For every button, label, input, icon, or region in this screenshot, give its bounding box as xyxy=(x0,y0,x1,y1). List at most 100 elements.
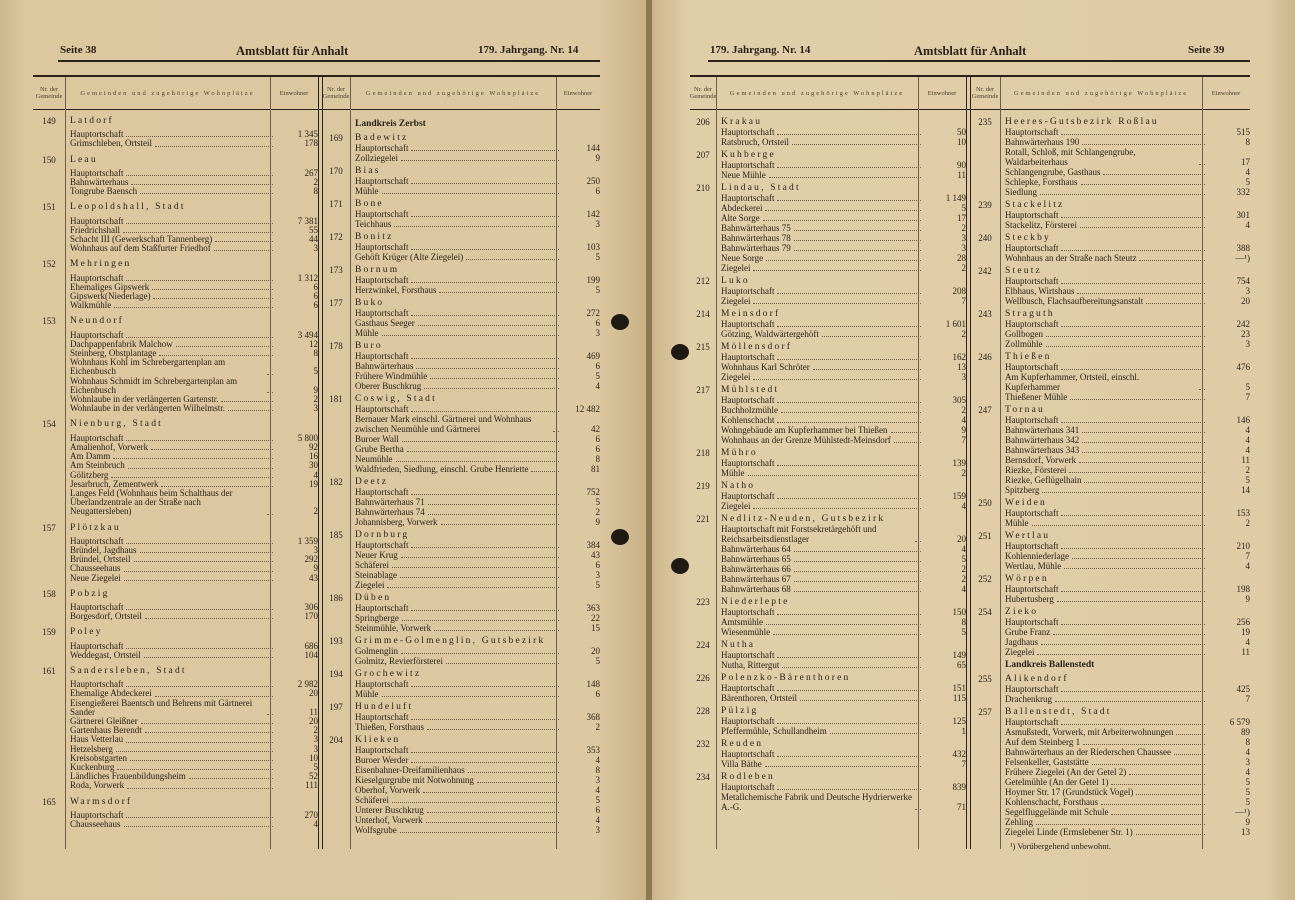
population-value: 7 xyxy=(1245,392,1251,402)
residence-row: Wolfsgrube 3 xyxy=(355,825,600,835)
population-value: 199 xyxy=(586,275,601,285)
residence-row: Gehöft Krüger (Alte Ziegelei) 5 xyxy=(355,252,600,262)
residence-name: Mühle xyxy=(355,186,379,196)
residence-row: Gölitzberg 4 xyxy=(70,470,318,480)
residence-name: Hubertusberg xyxy=(1005,594,1054,604)
population-value: 4 xyxy=(595,815,601,825)
residence-row: Gollbogen 23 xyxy=(1005,329,1250,339)
dot-leader xyxy=(768,177,921,178)
entry-body: Latdorf Hauptortschaft 1 345 Grimschleben, … xyxy=(70,116,319,149)
population-value: 151 xyxy=(952,683,967,693)
population-value: 178 xyxy=(304,138,319,149)
population-value: 20 xyxy=(309,715,318,726)
residence-row: Bahnwärterhaus 64 4 xyxy=(721,544,966,554)
residence-name: Hauptortschaft xyxy=(1005,415,1059,425)
residence-row: Drachenkrug 7 xyxy=(1005,694,1250,704)
residence-name: Hauptortschaft xyxy=(1005,243,1059,253)
residence-name: Bahnwärterhaus 67 xyxy=(721,574,791,584)
dot-leader xyxy=(777,134,921,135)
population-value: 12 482 xyxy=(575,404,600,414)
dot-leader xyxy=(812,369,921,370)
residence-name: Amalienhof, Vorwerk xyxy=(70,441,149,452)
municipality-number: 242 xyxy=(978,266,992,276)
entry-body: Zieko Hauptortschaft 256 Grube Franz 19 Jagdh… xyxy=(1005,607,1250,657)
municipality-number: 240 xyxy=(978,233,992,243)
residence-row: Bernauer Mark einschl. Gärtnerei und Woh… xyxy=(355,414,600,434)
residence-name: Hauptortschaft xyxy=(355,275,409,285)
municipality-number: 204 xyxy=(329,735,343,745)
dot-leader xyxy=(411,547,559,548)
dot-leader xyxy=(777,657,921,658)
residence-name: Stackelitz, Försterei xyxy=(1005,220,1077,230)
residence-name: Am Kupferhammer, Ortsteil, einschl. Kupf… xyxy=(1005,372,1140,392)
residence-row: Jesarbruch, Zementwerk 19 xyxy=(70,479,318,489)
residence-name: Bernsdorf, Vorwerk xyxy=(1005,455,1077,465)
population-value: 5 xyxy=(1245,777,1251,787)
residence-row: Bründel, Ortsteil 292 xyxy=(70,554,318,564)
residence-row: Wertlau, Mühle 4 xyxy=(1005,561,1250,571)
dot-leader xyxy=(400,557,559,558)
residence-name: Chausseehaus xyxy=(70,819,121,829)
residence-name: Riezke, Geflügelhain xyxy=(1005,475,1082,485)
residence-row: Zehling 9 xyxy=(1005,817,1250,827)
residence-row: Hauptortschaft 242 xyxy=(1005,319,1250,329)
population-value: 4 xyxy=(961,415,967,425)
residence-name: Rotall, Schloß, mit Schlangengrube, Wald… xyxy=(1005,147,1136,167)
municipality-name: Nedlitz-Neuden, Gutsbezirk xyxy=(721,514,886,524)
residence-row: Borgesdorf, Ortsteil 170 xyxy=(70,611,318,621)
residence-row: Hauptortschaft 301 xyxy=(1005,210,1250,220)
residence-name: Chausseehaus xyxy=(70,563,121,574)
residence-name: Alte Sorge xyxy=(721,213,760,223)
residence-row: Kreisobstgarten 10 xyxy=(70,753,318,763)
header-value: Einwohner xyxy=(563,89,593,97)
population-value: 104 xyxy=(304,649,319,660)
residence-row: Riezke, Försterei 2 xyxy=(1005,465,1250,475)
population-value: 242 xyxy=(1236,319,1251,329)
residence-name: Amtsmühle xyxy=(721,617,763,627)
municipality-entry: 193 Grimme-Golmenglin, Gutsbezirk Golmengl… xyxy=(322,636,600,666)
dot-leader xyxy=(126,439,273,441)
page-gutter xyxy=(646,0,652,900)
population-value: 301 xyxy=(1236,210,1251,220)
population-value: 2 xyxy=(961,223,967,233)
residence-name: Ziegelei xyxy=(1005,647,1035,657)
dot-leader xyxy=(1173,754,1205,755)
dot-leader xyxy=(1061,691,1205,692)
municipality-number: 181 xyxy=(329,394,343,404)
residence-name: Haus Vetterlau xyxy=(70,734,124,745)
residence-name: Bahnwärterhaus xyxy=(70,177,129,188)
residence-name: Eisengießerei Baentsch und Behrens mit G… xyxy=(70,697,253,717)
residence-row: Haus Vetterlau 3 xyxy=(70,735,318,744)
dot-leader xyxy=(793,240,921,241)
residence-name: Hauptortschaft xyxy=(355,404,409,414)
municipality-number: 170 xyxy=(329,166,343,176)
dot-leader xyxy=(777,402,921,403)
municipality-name: Kuhberge xyxy=(721,150,776,160)
dot-leader xyxy=(215,241,273,243)
entry-body: Pobzig Hauptortschaft 306 Borgesdorf, Ortst… xyxy=(70,589,318,622)
residence-name: Wohnhaus Kohl im Schrebergartenplan am E… xyxy=(70,357,226,377)
dot-leader xyxy=(126,336,273,338)
dot-leader xyxy=(1100,804,1205,805)
municipality-name: Steutz xyxy=(1005,266,1042,276)
dot-leader xyxy=(123,570,273,572)
residence-name: Getelmühle (An der Getel 1) xyxy=(1005,777,1109,787)
residence-name: Am Damm xyxy=(70,451,111,462)
population-value: 11 xyxy=(957,170,966,180)
page-number: Seite 38 xyxy=(60,44,97,56)
municipality-name: Warmsdorf xyxy=(70,796,133,807)
dot-leader xyxy=(777,723,921,724)
header-value: Einwohner xyxy=(279,89,309,97)
residence-name: Wohnhaus auf dem Staßfurter Friedhof xyxy=(70,243,211,254)
residence-name: Schacht III (Gewerkschaft Tannenberg) xyxy=(70,234,213,245)
dot-leader xyxy=(1061,326,1205,327)
dot-leader xyxy=(1041,644,1205,645)
residence-name: Wohnhaus an der Straße nach Steutz xyxy=(1005,253,1137,263)
dot-leader xyxy=(127,787,273,789)
dot-leader xyxy=(129,759,273,761)
dot-leader xyxy=(401,653,559,654)
residence-row: Hauptortschaft 6 579 xyxy=(1005,717,1250,727)
population-value: 12 xyxy=(309,338,318,349)
population-value: 7 381 xyxy=(297,215,318,226)
municipality-entry: 214 Meinsdorf Hauptortschaft 1 601 Götzing, … xyxy=(690,309,966,339)
